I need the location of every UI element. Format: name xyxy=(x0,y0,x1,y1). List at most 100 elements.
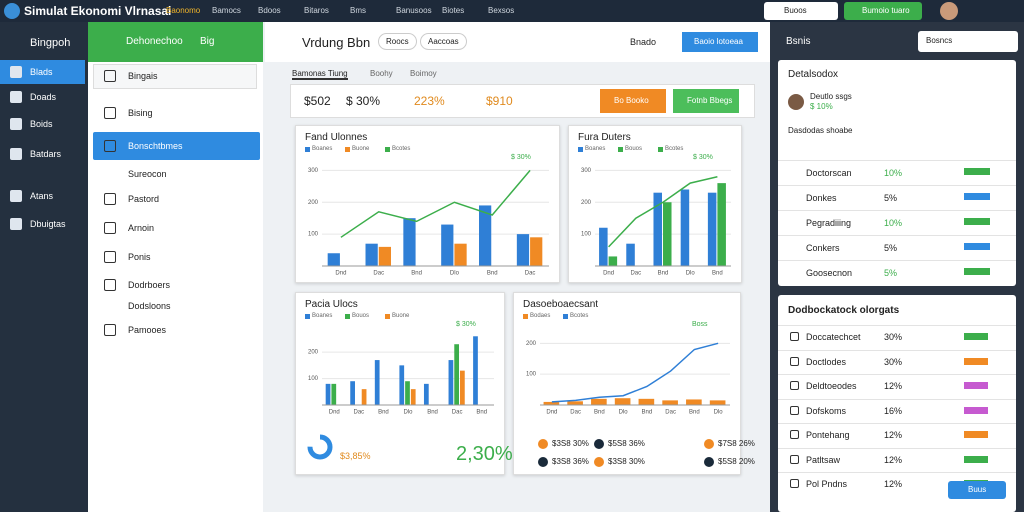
bar xyxy=(399,365,405,405)
footer-item: $5S8 20% xyxy=(704,457,755,467)
panel-item[interactable]: Sureocon xyxy=(128,169,167,179)
item-icon xyxy=(104,193,116,205)
header-button[interactable]: Baoio lotoeaa xyxy=(682,32,758,52)
action-button[interactable]: Bumoio tuaro xyxy=(844,2,922,20)
search-box[interactable]: Buoos xyxy=(764,2,838,20)
row-icon xyxy=(790,454,799,464)
x-tick-label: Dac xyxy=(570,410,581,416)
nav-item[interactable]: Doads xyxy=(30,92,57,102)
card-subtitle: Dasdodas shoabe xyxy=(788,126,853,135)
x-tick-label: Dac xyxy=(354,410,365,416)
y-tick-label: 200 xyxy=(526,341,537,347)
dot xyxy=(594,457,604,467)
chart-badge: $ 30% xyxy=(456,321,476,328)
bar xyxy=(365,243,378,266)
subtab[interactable]: Boimoy xyxy=(410,69,437,78)
big-value: 2,30% xyxy=(456,443,513,465)
subtab[interactable]: Bamonas Tiung xyxy=(292,69,348,80)
row-bar xyxy=(964,357,988,365)
legend-swatch xyxy=(345,147,350,152)
nav-icon xyxy=(10,148,22,160)
x-tick-label: Dac xyxy=(630,271,641,277)
x-tick-label: Bnd xyxy=(712,271,723,277)
nav-item[interactable]: Atans xyxy=(30,191,54,201)
tab[interactable]: Aaccoas xyxy=(420,33,467,50)
row-bar xyxy=(964,218,990,225)
bar xyxy=(626,243,635,266)
row-bar xyxy=(964,455,988,463)
y-tick-label: 300 xyxy=(581,168,592,174)
panel-item[interactable]: Arnoin xyxy=(128,223,155,233)
x-tick-label: Dlo xyxy=(450,271,460,277)
item-icon xyxy=(104,107,116,119)
x-tick-label: Bnd xyxy=(476,410,487,416)
menu-item[interactable]: Bms xyxy=(350,6,366,15)
menu-item[interactable]: Baonomo xyxy=(166,6,201,15)
x-tick-label: Dnd xyxy=(546,410,557,416)
panel-item[interactable]: Dodsloons xyxy=(128,301,171,311)
nav-icon xyxy=(10,118,22,130)
legend-swatch xyxy=(305,147,310,152)
panel-badge: Big xyxy=(200,36,215,47)
row-value: 30% xyxy=(884,356,903,367)
legend-entry: Buone xyxy=(385,313,409,319)
row-value: 12% xyxy=(884,430,903,440)
bar xyxy=(479,205,492,266)
y-tick-label: 300 xyxy=(308,168,319,174)
bar xyxy=(403,218,416,266)
panel-item[interactable]: Dodrboers xyxy=(128,280,171,290)
row-name: Patltsaw xyxy=(806,454,841,465)
row-name: Dofskoms xyxy=(806,405,847,416)
row-value: 12% xyxy=(884,381,903,391)
right-search[interactable]: Bosncs xyxy=(918,31,1018,52)
x-tick-label: Dac xyxy=(373,271,384,277)
nav-item[interactable]: Batdars xyxy=(30,149,62,159)
menu-item[interactable]: Bamocs xyxy=(212,6,241,15)
tab[interactable]: Roocs xyxy=(378,33,417,50)
row-name: Deldtoeodes xyxy=(806,381,857,391)
card-button[interactable]: Buus xyxy=(948,481,1006,499)
row-line xyxy=(778,472,1016,473)
item-icon xyxy=(104,70,116,82)
right-title: Bsnis xyxy=(786,36,811,47)
nav-item[interactable]: Boids xyxy=(30,119,53,129)
menu-item[interactable]: Biotes xyxy=(442,6,465,15)
menu-item[interactable]: Banusoos xyxy=(396,6,432,15)
panel-item[interactable]: Bising xyxy=(128,108,153,118)
x-tick-label: Bnd xyxy=(594,410,605,416)
row-value: 16% xyxy=(884,405,903,416)
logo xyxy=(4,3,20,19)
dot xyxy=(538,439,548,449)
legend-swatch xyxy=(385,314,390,319)
row-line xyxy=(778,260,1016,261)
nav-item[interactable]: Blads xyxy=(30,67,53,77)
row-line xyxy=(778,423,1016,424)
x-tick-label: Bnd xyxy=(411,271,422,277)
legend-swatch xyxy=(578,147,583,152)
legend-swatch xyxy=(563,314,568,319)
footer-item: $3S8 30% xyxy=(594,457,645,467)
y-tick-label: 200 xyxy=(581,200,592,206)
legend-swatch xyxy=(523,314,528,319)
subtab[interactable]: Boohy xyxy=(370,69,393,78)
legend-swatch xyxy=(658,147,663,152)
panel-item[interactable]: Pastord xyxy=(128,194,160,204)
bar xyxy=(608,256,618,266)
menu-item[interactable]: Bexsos xyxy=(488,6,515,15)
panel-item[interactable]: Bingais xyxy=(128,71,158,81)
nav-item[interactable]: Dbuigtas xyxy=(30,219,66,229)
main-title: Vrdung Bbn xyxy=(302,35,371,50)
action[interactable]: Bo Booko xyxy=(600,89,666,113)
panel-item[interactable]: Ponis xyxy=(128,252,151,262)
bar xyxy=(448,360,454,405)
bar xyxy=(614,398,631,405)
menu-item[interactable]: Bdoos xyxy=(258,6,281,15)
bar xyxy=(327,253,340,266)
chart: 100 200 Dnd Dac Bnd Dlo Bnd Dac Bnd xyxy=(308,336,494,416)
row-line xyxy=(778,374,1016,375)
panel-item[interactable]: Pamooes xyxy=(128,325,167,335)
menu-item[interactable]: Bitaros xyxy=(304,6,329,15)
panel-item[interactable]: Bonschtbmes xyxy=(128,141,183,151)
y-tick-label: 100 xyxy=(526,372,537,378)
action[interactable]: Fotnb Bbegs xyxy=(673,89,739,113)
